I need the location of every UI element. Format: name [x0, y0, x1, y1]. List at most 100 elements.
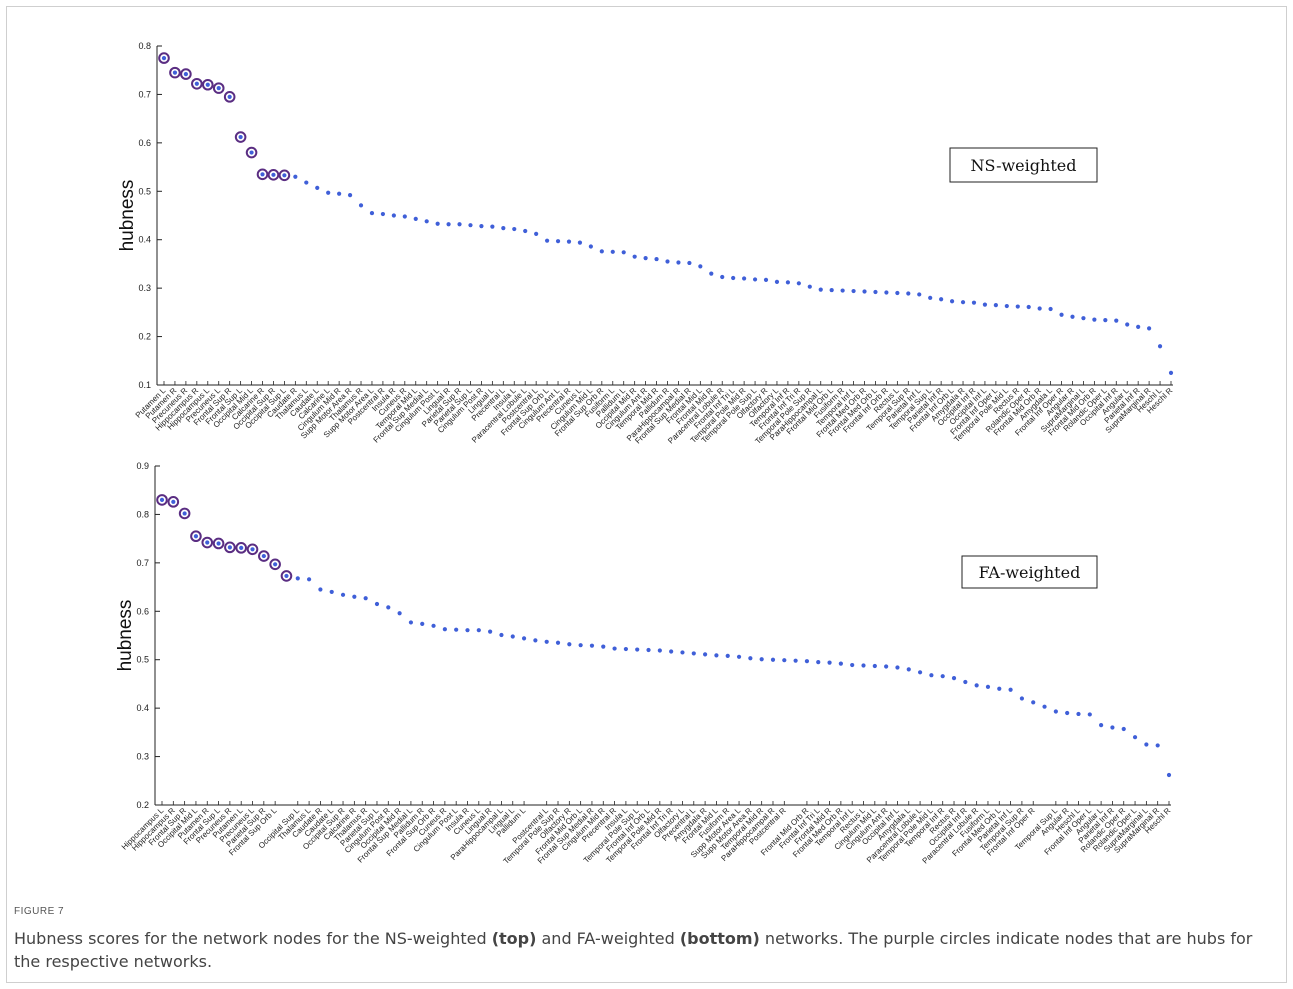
hub-circle [180, 68, 192, 80]
data-point [172, 70, 178, 75]
data-point [555, 239, 561, 244]
y-axis-label: hubness [115, 600, 136, 672]
hub-circle [267, 169, 280, 181]
data-point [774, 279, 780, 284]
data-point [971, 300, 977, 305]
data-point [424, 219, 429, 224]
y-tick-label: 0.2 [138, 332, 151, 342]
data-point [435, 221, 440, 226]
data-point [293, 174, 298, 179]
data-point [340, 592, 346, 597]
hub-circle [212, 537, 225, 550]
data-point [326, 190, 331, 195]
data-point [306, 577, 312, 582]
data-point [669, 649, 674, 654]
data-point [159, 497, 165, 502]
data-point [239, 545, 244, 550]
hub-circle [278, 169, 291, 182]
data-point [1092, 317, 1097, 322]
hub-circle [258, 550, 270, 562]
data-point [205, 82, 210, 87]
data-point [304, 180, 309, 185]
data-point [1037, 306, 1042, 311]
hub-circle [280, 570, 293, 582]
hub-circle [156, 494, 168, 506]
data-point [632, 254, 637, 259]
data-point [917, 292, 922, 297]
data-point [982, 302, 988, 307]
y-tick-label: 0.3 [138, 283, 151, 293]
y-tick-label: 0.7 [136, 558, 149, 568]
data-point [872, 663, 877, 669]
data-point [906, 291, 911, 296]
hub-circle [167, 496, 180, 508]
data-point [499, 632, 504, 638]
caption-part-3: and FA-weighted [536, 929, 680, 948]
data-point [555, 640, 561, 645]
data-point [623, 646, 628, 652]
data-point [183, 71, 188, 77]
y-tick-label: 0.5 [136, 655, 149, 665]
data-point [260, 172, 265, 177]
data-point [227, 545, 232, 550]
data-point [796, 281, 801, 286]
y-axis-label: hubness [117, 180, 138, 252]
data-point [1026, 304, 1031, 310]
data-point [282, 173, 287, 178]
data-point [216, 541, 221, 546]
data-point [1125, 322, 1130, 327]
data-point [249, 150, 254, 155]
data-point [567, 642, 572, 647]
data-point [698, 264, 703, 269]
data-point [544, 238, 550, 243]
data-point [827, 660, 832, 665]
hub-circle [158, 52, 170, 64]
y-tick-label: 0.4 [136, 703, 149, 713]
data-point [454, 627, 459, 632]
data-point [369, 210, 375, 216]
hub-circle [235, 542, 248, 554]
data-point [1008, 687, 1013, 692]
hub-circle [256, 168, 269, 181]
data-point [1087, 712, 1092, 717]
data-point [588, 244, 593, 249]
data-point [329, 589, 334, 595]
data-point [748, 656, 753, 661]
data-point [654, 256, 659, 262]
data-point [993, 302, 998, 308]
chart-fa-weighted: 0.20.30.40.50.60.70.80.9hubnessHippocamp… [115, 461, 1173, 866]
hub-circle [169, 66, 181, 79]
hub-circle [212, 82, 225, 94]
y-tick-label: 0.5 [138, 186, 151, 196]
data-point [687, 260, 692, 266]
data-point [273, 562, 278, 567]
caption-top-bold: (top) [491, 929, 537, 948]
data-point [397, 611, 402, 616]
hub-circle [245, 146, 258, 159]
data-point [680, 650, 685, 655]
data-point [1132, 735, 1138, 740]
data-point [295, 576, 300, 581]
data-point [610, 249, 615, 254]
data-point [386, 605, 391, 610]
data-point [1099, 722, 1104, 728]
data-point [949, 299, 955, 304]
y-tick-label: 0.1 [138, 380, 151, 390]
data-point [676, 260, 681, 265]
data-point [1157, 344, 1163, 349]
data-point [599, 249, 604, 254]
caption-bottom-bold: (bottom) [679, 929, 760, 948]
data-point [1053, 709, 1058, 714]
data-point [862, 289, 867, 294]
data-point [205, 540, 210, 545]
data-point [635, 647, 640, 652]
data-point [1015, 304, 1020, 309]
y-tick-label: 0.3 [136, 752, 149, 762]
hub-circle [201, 536, 214, 549]
data-point [446, 222, 451, 227]
data-point [380, 211, 386, 217]
data-point [577, 240, 583, 245]
data-point [337, 191, 342, 196]
legend-box-label: NS-weighted [971, 156, 1077, 175]
